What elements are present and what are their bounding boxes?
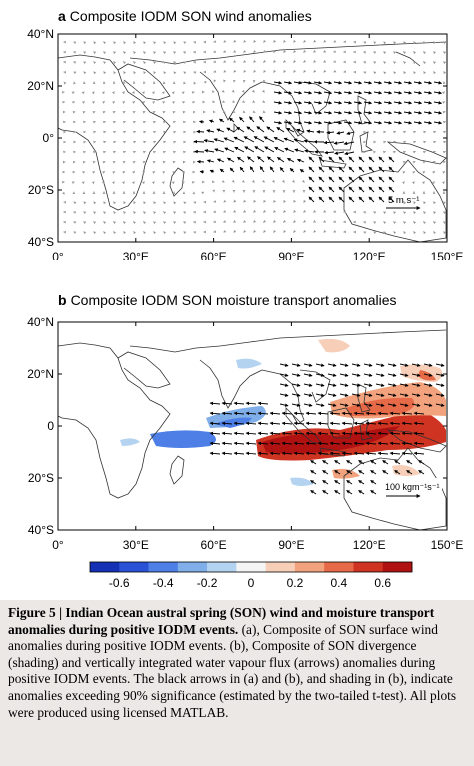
caption-body: (a), Composite of SON surface wind anoma… (8, 621, 457, 720)
x-tick-label: 60°E (201, 250, 227, 260)
y-tick-label: 0° (43, 131, 55, 145)
x-tick-label: 90°E (278, 250, 304, 260)
reference-arrow-a: 5 m s⁻¹ (386, 195, 421, 210)
figure-caption: Figure 5 | Indian Ocean austral spring (… (0, 600, 474, 766)
y-tick-label: 20°S (28, 471, 54, 485)
x-tick-label: 60°E (201, 538, 227, 552)
colorbar-segment (324, 562, 354, 572)
colorbar-segment (265, 562, 296, 572)
wind-anomaly-map: 40°N 20°N 0° 20°S 40°S 0° 30°E 60°E 90°E 120°E 15… (27, 27, 464, 260)
colorbar-segment (207, 562, 237, 572)
x-tick-label: 30°E (123, 538, 149, 552)
colorbar-tick-label: 0.6 (374, 576, 391, 590)
colorbar-tick-label: -0.6 (109, 576, 130, 590)
divergence-colorbar (89, 561, 413, 573)
panel-b-letter: b (58, 292, 67, 308)
reference-label-b: 100 kgm⁻¹s⁻¹ (385, 482, 440, 492)
y-tick-label: 40°S (28, 235, 54, 249)
colorbar-segment (382, 562, 413, 572)
colorbar-tick-label: 0.2 (287, 576, 304, 590)
panel-a-title: a Composite IODM SON wind anomalies (58, 8, 312, 24)
panel-b-title-text: Composite IODM SON moisture transport an… (70, 292, 397, 308)
colorbar-segment (90, 562, 120, 572)
y-tick-label: 20°N (27, 79, 54, 93)
colorbar-segment (236, 562, 266, 572)
y-tick-label: 40°N (27, 27, 54, 41)
colorbar-tick-label: -0.4 (153, 576, 174, 590)
reference-label-a: 5 m s⁻¹ (388, 195, 419, 206)
y-tick-label: 40°N (27, 315, 54, 329)
panel-b-title: b Composite IODM SON moisture transport a… (58, 292, 397, 308)
panel-a-letter: a (58, 8, 66, 24)
x-tick-label: 150°E (431, 250, 464, 260)
x-tick-label: 0° (52, 538, 64, 552)
colorbar-segment (148, 562, 179, 572)
colorbar-segment (294, 562, 325, 572)
colorbar-segment (177, 562, 208, 572)
x-tick-label: 150°E (431, 538, 464, 552)
y-tick-label: 0 (47, 419, 54, 433)
x-tick-label: 30°E (123, 250, 149, 260)
x-tick-label: 90°E (278, 538, 304, 552)
colorbar-tick-label: 0 (248, 576, 255, 590)
colorbar-tick-label: -0.2 (197, 576, 218, 590)
y-tick-label: 20°S (28, 183, 54, 197)
caption-lead: Figure 5 | Indian Ocean austral spring (… (8, 605, 435, 637)
colorbar-tick-label: 0.4 (330, 576, 347, 590)
panel-a-title-text: Composite IODM SON wind anomalies (69, 8, 312, 24)
moisture-transport-map: 40°N 20°N 0 20°S 40°S 0° 30°E 60°E 90°E 120°E 150… (27, 315, 464, 590)
colorbar-segment (353, 562, 384, 572)
y-tick-label: 40°S (28, 523, 54, 537)
x-tick-label: 0° (52, 250, 64, 260)
y-tick-label: 20°N (27, 367, 54, 381)
colorbar-segment (119, 562, 149, 572)
x-tick-label: 120°E (353, 250, 386, 260)
x-tick-label: 120°E (353, 538, 386, 552)
reference-arrow-b: 100 kgm⁻¹s⁻¹ (380, 478, 442, 500)
